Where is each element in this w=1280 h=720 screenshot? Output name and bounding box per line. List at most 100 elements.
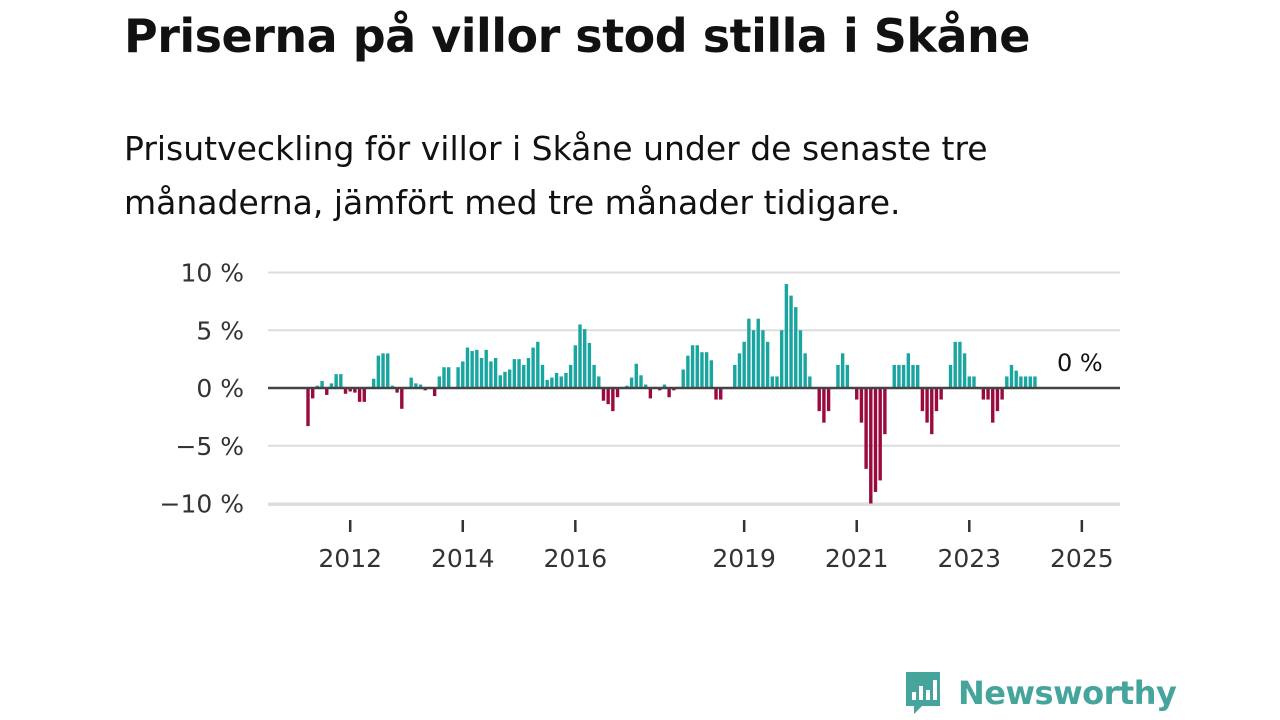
bar xyxy=(737,353,742,388)
y-tick-label: 5 % xyxy=(196,316,244,345)
bar xyxy=(775,376,779,388)
bar xyxy=(554,372,559,388)
bar xyxy=(1009,364,1014,388)
bar xyxy=(991,388,995,423)
bar xyxy=(873,388,878,492)
bar xyxy=(817,388,821,412)
bar xyxy=(869,388,873,504)
bar xyxy=(948,364,953,388)
bar xyxy=(489,361,493,388)
bar xyxy=(639,375,643,388)
bar xyxy=(386,353,390,388)
bar xyxy=(353,388,357,393)
bar xyxy=(475,349,479,388)
bar xyxy=(967,376,971,388)
bar xyxy=(789,295,793,388)
bar xyxy=(1014,370,1018,388)
bar xyxy=(916,364,920,388)
x-tick-label: 2014 xyxy=(431,544,495,573)
newsworthy-logo-icon xyxy=(906,672,940,714)
bar xyxy=(686,355,690,388)
bar xyxy=(381,353,385,388)
bar xyxy=(1019,376,1023,388)
bar xyxy=(512,359,517,388)
bar xyxy=(981,388,986,400)
bar xyxy=(733,364,737,388)
bar xyxy=(1023,376,1028,388)
page-title: Priserna på villor stod stilla i Skåne xyxy=(124,9,1030,63)
bar xyxy=(803,353,807,388)
bar xyxy=(714,388,718,400)
bar xyxy=(400,388,404,409)
bar xyxy=(559,376,563,388)
bar xyxy=(348,388,352,392)
bar xyxy=(648,388,653,399)
bar xyxy=(709,360,714,388)
bar xyxy=(897,364,901,388)
bar xyxy=(934,388,939,412)
bars xyxy=(306,284,1037,504)
bar xyxy=(958,341,962,388)
bar xyxy=(592,364,596,388)
bar xyxy=(695,345,699,388)
bar xyxy=(765,341,770,388)
bar xyxy=(939,388,943,400)
bar xyxy=(329,383,334,388)
bar xyxy=(414,383,418,388)
bar xyxy=(461,361,465,388)
bar xyxy=(432,388,437,397)
bar xyxy=(484,349,488,388)
bar xyxy=(953,341,957,388)
bar xyxy=(573,345,578,388)
bar xyxy=(972,376,976,388)
bar xyxy=(517,359,521,388)
bar xyxy=(770,376,775,388)
bar xyxy=(756,318,760,388)
bar xyxy=(465,347,470,388)
brand-name: Newsworthy xyxy=(958,674,1177,712)
grid-lines xyxy=(268,271,1120,505)
bar xyxy=(906,353,911,388)
bar xyxy=(601,388,606,401)
bar xyxy=(859,388,864,423)
bar xyxy=(1028,376,1032,388)
bar xyxy=(578,324,582,388)
bar xyxy=(540,364,545,388)
y-axis-ticks: 10 % 5 % 0 % −5 % −10 % xyxy=(160,259,244,519)
bar xyxy=(855,388,859,400)
bar xyxy=(751,330,756,388)
bar xyxy=(479,357,484,388)
bar xyxy=(339,374,343,388)
bar xyxy=(794,307,798,388)
bar xyxy=(878,388,882,481)
bar xyxy=(531,347,535,388)
bar xyxy=(507,369,512,388)
bar xyxy=(409,377,413,388)
bar xyxy=(587,342,592,388)
bar xyxy=(742,341,746,388)
x-tick-label: 2021 xyxy=(825,544,889,573)
bar xyxy=(883,388,887,435)
bar xyxy=(526,357,531,388)
bar xyxy=(798,330,803,388)
bar xyxy=(995,388,1000,412)
bar xyxy=(836,364,840,388)
bar xyxy=(761,330,765,388)
bar xyxy=(395,388,399,393)
bar xyxy=(545,379,549,388)
x-tick-label: 2019 xyxy=(712,544,776,573)
bar xyxy=(310,388,315,399)
y-tick-label: 0 % xyxy=(196,374,244,403)
bar xyxy=(681,369,685,388)
bar xyxy=(629,377,634,388)
bar xyxy=(325,388,329,395)
bar xyxy=(840,353,845,388)
bar xyxy=(334,374,338,388)
bar xyxy=(522,364,526,388)
x-axis-ticks: 2012 2014 2016 2019 2021 2023 2025 xyxy=(318,520,1114,573)
bar xyxy=(925,388,929,423)
bar xyxy=(437,376,442,388)
bar xyxy=(643,384,648,388)
bar xyxy=(306,388,310,427)
bar xyxy=(493,357,498,388)
